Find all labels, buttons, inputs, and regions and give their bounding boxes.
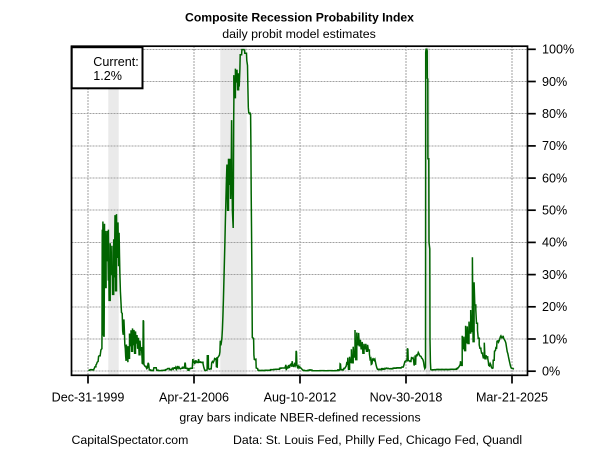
svg-text:Mar-21-2025: Mar-21-2025 <box>476 391 548 405</box>
svg-text:1.2%: 1.2% <box>93 69 122 83</box>
svg-text:Nov-30-2018: Nov-30-2018 <box>370 391 443 405</box>
svg-text:CapitalSpectator.com: CapitalSpectator.com <box>72 433 189 447</box>
svg-text:Composite Recession Probabilit: Composite Recession Probability Index <box>185 10 414 24</box>
svg-text:20%: 20% <box>542 300 567 314</box>
svg-text:Current:: Current: <box>93 55 139 69</box>
svg-text:Dec-31-1999: Dec-31-1999 <box>52 391 125 405</box>
svg-text:Apr-21-2006: Apr-21-2006 <box>159 391 229 405</box>
svg-text:0%: 0% <box>542 365 560 379</box>
svg-text:100%: 100% <box>542 43 574 57</box>
svg-text:70%: 70% <box>542 139 567 153</box>
svg-text:daily probit model estimates: daily probit model estimates <box>222 27 376 41</box>
svg-text:10%: 10% <box>542 332 567 346</box>
svg-text:50%: 50% <box>542 204 567 218</box>
svg-text:Aug-10-2012: Aug-10-2012 <box>264 391 337 405</box>
svg-text:gray bars indicate NBER-define: gray bars indicate NBER-defined recessio… <box>179 410 420 424</box>
svg-text:80%: 80% <box>542 107 567 121</box>
svg-text:60%: 60% <box>542 171 567 185</box>
svg-text:40%: 40% <box>542 236 567 250</box>
svg-text:90%: 90% <box>542 75 567 89</box>
svg-text:Data: St. Louis Fed, Philly Fe: Data: St. Louis Fed, Philly Fed, Chicago… <box>233 433 522 447</box>
svg-text:30%: 30% <box>542 268 567 282</box>
